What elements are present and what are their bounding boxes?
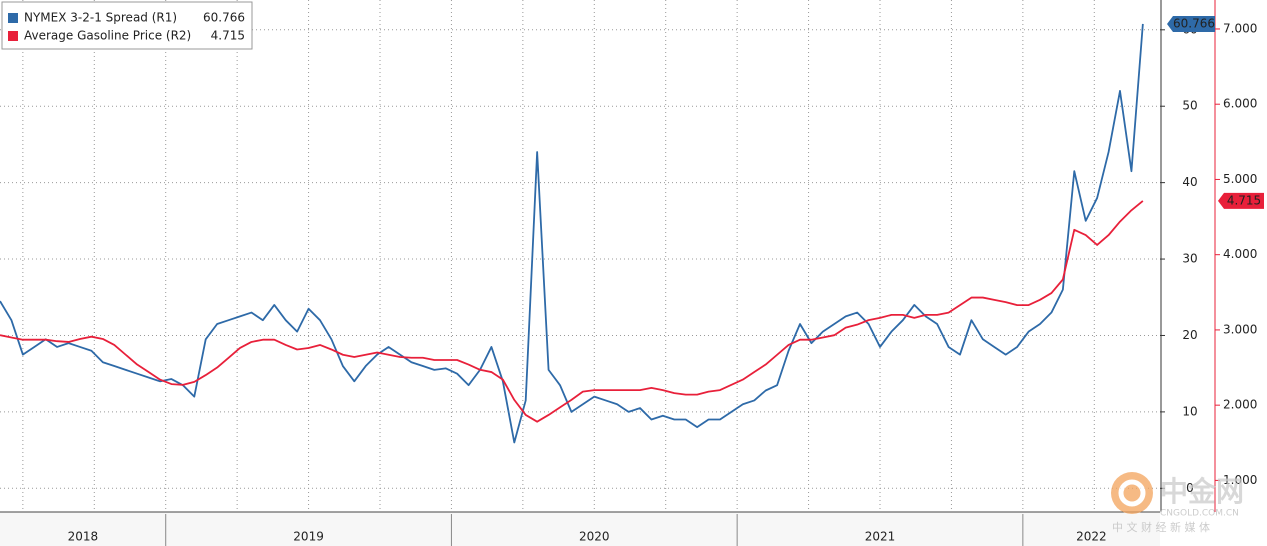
legend-label: NYMEX 3-2-1 Spread (R1) <box>24 11 177 25</box>
tags: 60.766 4.715 <box>1167 15 1264 209</box>
logo <box>1111 472 1153 514</box>
legend-box <box>1 1 253 50</box>
x-tick-label: 2021 <box>865 530 896 544</box>
watermark: 中金网 CNGOLD.COM.CN 中 文 财 经 新 媒 体 <box>1111 472 1244 534</box>
brand: 中金网 <box>1160 475 1244 508</box>
value-tag-label: 4.715 <box>1227 193 1261 207</box>
value-tag <box>1167 15 1215 32</box>
logo-ring <box>1118 479 1146 507</box>
series-line <box>0 23 1144 444</box>
series-line <box>0 200 1144 423</box>
x-tick-label: 2020 <box>579 530 610 544</box>
y-tick-label: 40 <box>1182 175 1197 189</box>
y2-tick-label: 5.000 <box>1223 172 1257 186</box>
y-tick-label: 30 <box>1182 252 1197 266</box>
y2-tick-label: 2.000 <box>1223 398 1257 412</box>
legend-label: Average Gasoline Price (R2) <box>24 29 191 43</box>
y2-tick-label: 3.000 <box>1223 322 1257 336</box>
y-tick-label: 10 <box>1182 404 1197 418</box>
site: CNGOLD.COM.CN <box>1160 509 1239 519</box>
y2-tick-label: 6.000 <box>1223 97 1257 111</box>
value-tag <box>1218 192 1264 209</box>
x-tick-label: 2018 <box>68 530 99 544</box>
legend: NYMEX 3-2-1 Spread (R1) 60.766 Average G… <box>1 1 253 50</box>
y-tick-label: 0 <box>1186 481 1194 495</box>
y-tick-label: 20 <box>1182 328 1197 342</box>
y2-tick-label: 7.000 <box>1223 21 1257 35</box>
x-tick-label: 2019 <box>293 530 324 544</box>
legend-value: 4.715 <box>211 29 245 43</box>
legend-swatch <box>8 13 18 23</box>
legend-swatch <box>8 31 18 41</box>
tagline: 中 文 财 经 新 媒 体 <box>1112 520 1210 534</box>
x-tick-label: 2022 <box>1076 530 1107 544</box>
y2-tick-label: 4.000 <box>1223 247 1257 261</box>
legend-value: 60.766 <box>203 11 245 25</box>
y-tick-label: 50 <box>1182 99 1197 113</box>
y2-tick-label: 1.000 <box>1223 473 1257 487</box>
value-tag-label: 60.766 <box>1173 16 1215 30</box>
x-axis-band <box>0 512 1160 546</box>
